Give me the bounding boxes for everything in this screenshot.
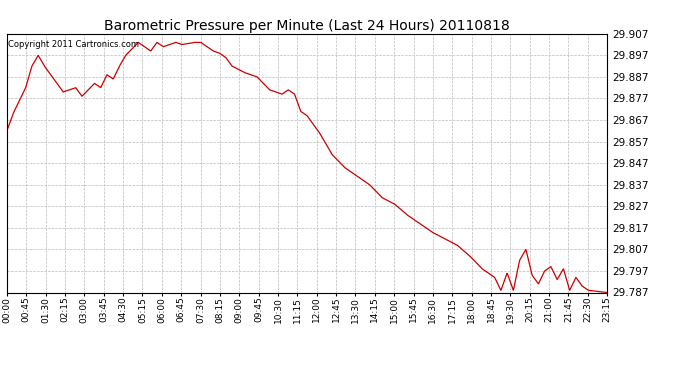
Text: Copyright 2011 Cartronics.com: Copyright 2011 Cartronics.com — [8, 40, 139, 49]
Title: Barometric Pressure per Minute (Last 24 Hours) 20110818: Barometric Pressure per Minute (Last 24 … — [104, 19, 510, 33]
